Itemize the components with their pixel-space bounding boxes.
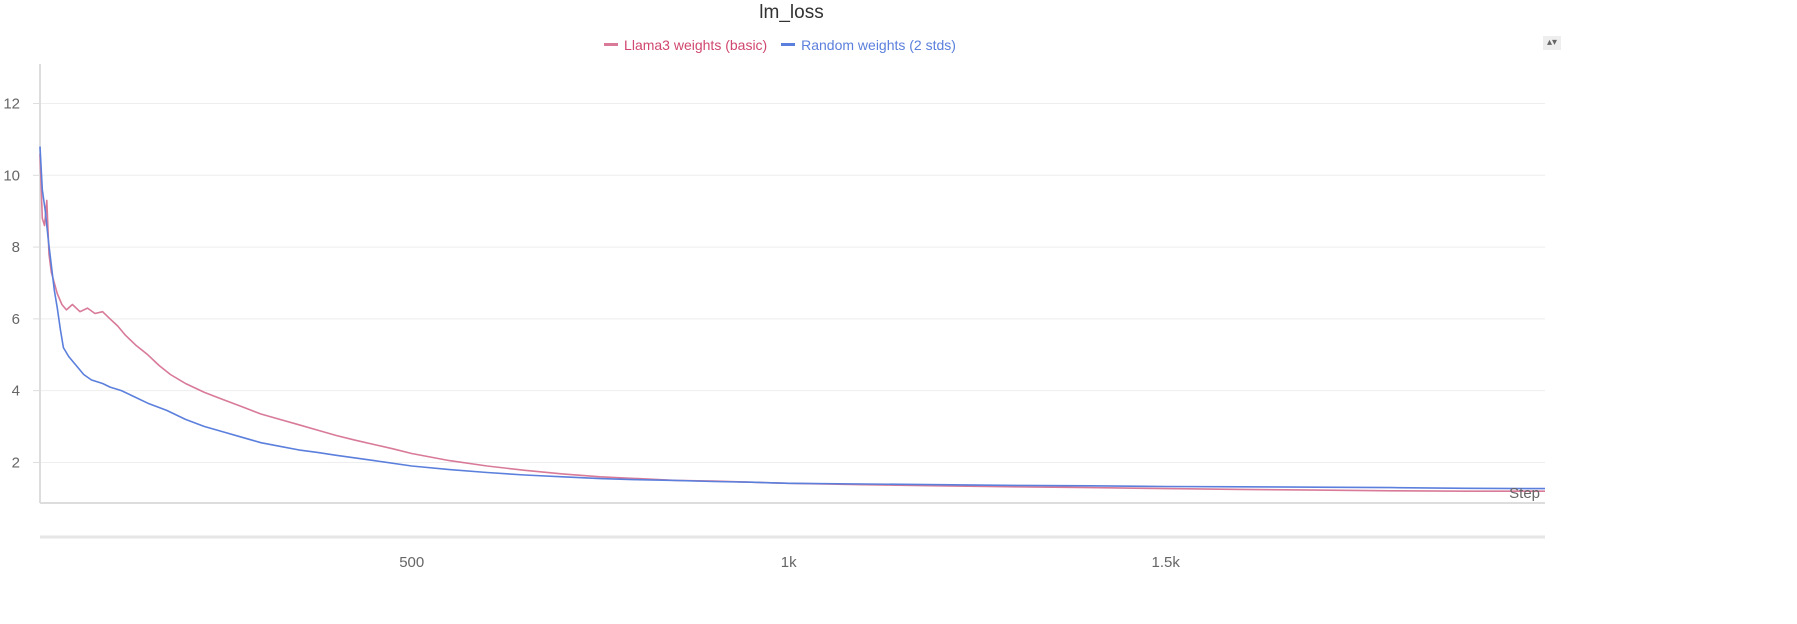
legend-label-random: Random weights (2 stds)	[801, 36, 956, 53]
y-tick-label: 2	[12, 454, 20, 471]
x-tick-label: 1.5k	[1152, 554, 1181, 571]
y-tick-label: 4	[12, 383, 20, 400]
x-tick-label: 1k	[781, 554, 797, 571]
x-axis-label: Step	[1509, 485, 1540, 502]
legend-label-llama3: Llama3 weights (basic)	[624, 36, 768, 53]
legend-item-llama3[interactable]: Llama3 weights (basic)	[604, 37, 767, 53]
y-tick-label: 8	[12, 239, 20, 256]
legend-swatch-llama3	[604, 43, 619, 46]
legend-swatch-random	[781, 43, 796, 46]
y-tick-label: 10	[3, 167, 20, 184]
series-line-0	[39, 153, 1545, 493]
legend-sort-icon[interactable]: ▴▾	[1543, 36, 1561, 50]
x-tick-label: 500	[399, 554, 424, 571]
chart-title: lm_loss	[759, 2, 824, 23]
y-tick-label: 6	[12, 311, 20, 328]
legend: Llama3 weights (basic) Random weights (2…	[0, 33, 1560, 53]
series-line-1	[39, 146, 1546, 490]
legend-item-random[interactable]: Random weights (2 stds)	[781, 37, 956, 53]
y-tick-label: 12	[3, 95, 20, 112]
